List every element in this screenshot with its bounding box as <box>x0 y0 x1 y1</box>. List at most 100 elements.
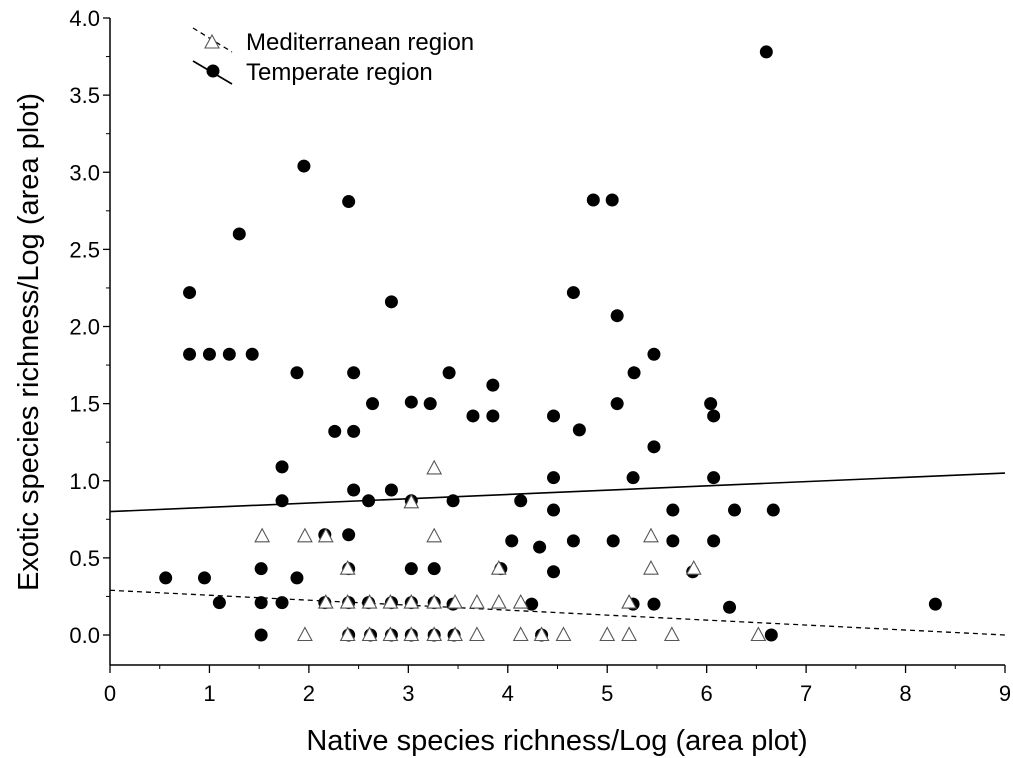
point-temperate <box>486 409 500 423</box>
y-axis-ticks: 0.0 0.5 1.0 1.5 2.0 2.5 3.0 3.5 4.0 <box>69 6 110 648</box>
point-temperate <box>647 597 661 611</box>
point-mediterranean <box>296 527 313 543</box>
x-tick-label: 6 <box>701 681 713 706</box>
point-temperate <box>290 366 304 380</box>
point-mediterranean <box>296 626 313 642</box>
point-temperate <box>328 424 342 438</box>
point-temperate <box>427 562 441 576</box>
point-mediterranean <box>512 626 529 642</box>
point-temperate <box>764 628 778 642</box>
point-temperate <box>627 366 641 380</box>
x-tick-label: 8 <box>899 681 911 706</box>
x-axis-ticks: 0 1 2 3 4 5 6 7 8 9 <box>104 665 1011 706</box>
point-mediterranean <box>361 593 378 609</box>
point-temperate <box>254 628 268 642</box>
point-mediterranean <box>469 593 485 609</box>
legend-circle-marker <box>206 64 220 78</box>
point-temperate <box>347 483 361 497</box>
point-mediterranean <box>643 560 659 575</box>
point-temperate <box>197 571 211 585</box>
point-temperate <box>384 483 398 497</box>
point-temperate <box>183 347 197 361</box>
point-temperate <box>514 494 528 508</box>
point-temperate <box>533 540 547 554</box>
point-temperate <box>666 503 680 517</box>
point-temperate <box>547 503 561 517</box>
point-temperate <box>222 347 236 361</box>
point-temperate <box>610 309 624 323</box>
point-mediterranean <box>621 593 638 609</box>
point-temperate <box>366 397 380 411</box>
point-mediterranean <box>361 626 378 642</box>
point-temperate <box>525 597 539 611</box>
point-temperate <box>446 494 460 508</box>
legend-label-temperate: Temperate region <box>246 59 433 86</box>
point-mediterranean <box>490 593 507 609</box>
point-temperate <box>275 460 289 474</box>
point-temperate <box>202 347 216 361</box>
point-temperate <box>766 503 780 517</box>
point-temperate <box>423 397 437 411</box>
point-temperate <box>610 397 624 411</box>
y-tick-label: 0.5 <box>69 546 100 571</box>
y-tick-label: 2.5 <box>69 237 100 262</box>
point-mediterranean <box>621 626 638 642</box>
point-mediterranean <box>469 626 485 642</box>
y-tick-label: 1.5 <box>69 392 100 417</box>
x-tick-label: 4 <box>502 681 514 706</box>
point-temperate <box>586 193 600 207</box>
point-temperate <box>666 534 680 548</box>
point-temperate <box>505 534 519 548</box>
point-temperate <box>707 534 721 548</box>
point-temperate <box>928 597 942 611</box>
x-axis-title: Native species richness/Log (area plot) <box>306 725 807 757</box>
point-temperate <box>245 347 259 361</box>
point-mediterranean <box>426 593 443 609</box>
trendlines <box>109 472 1006 636</box>
point-mediterranean <box>403 493 420 509</box>
y-tick-label: 2.0 <box>69 315 100 340</box>
point-mediterranean <box>447 626 463 642</box>
point-mediterranean <box>490 560 507 575</box>
y-tick-label: 3.0 <box>69 160 100 185</box>
point-mediterranean <box>555 626 572 642</box>
point-mediterranean <box>426 459 443 475</box>
legend-triangle-marker <box>204 33 220 49</box>
point-temperate <box>547 565 561 579</box>
point-temperate <box>442 366 456 380</box>
x-tick-label: 1 <box>203 681 215 706</box>
point-temperate <box>254 596 268 610</box>
trendline-mediterranean <box>109 589 1006 636</box>
point-temperate <box>759 45 773 59</box>
point-mediterranean <box>317 527 334 543</box>
x-tick-label: 7 <box>800 681 812 706</box>
point-temperate <box>626 471 640 485</box>
point-temperate <box>547 409 561 423</box>
point-temperate <box>159 571 173 585</box>
point-temperate <box>566 286 580 300</box>
trendline-temperate <box>109 472 1006 513</box>
point-temperate <box>404 562 418 576</box>
point-temperate <box>275 596 289 610</box>
point-temperate <box>362 494 376 508</box>
x-tick-label: 0 <box>104 681 116 706</box>
point-mediterranean <box>599 626 616 642</box>
point-temperate <box>486 378 500 392</box>
point-mediterranean <box>447 593 463 609</box>
point-temperate <box>254 562 268 576</box>
point-mediterranean <box>339 560 356 575</box>
y-tick-label: 3.5 <box>69 83 100 108</box>
point-temperate <box>704 397 718 411</box>
point-mediterranean <box>533 626 550 642</box>
point-temperate <box>290 571 304 585</box>
point-mediterranean <box>512 593 529 609</box>
point-mediterranean <box>339 593 356 609</box>
point-temperate <box>232 227 246 241</box>
point-temperate <box>212 596 226 610</box>
point-mediterranean <box>403 593 420 609</box>
point-temperate <box>547 471 561 485</box>
point-temperate <box>707 409 721 423</box>
point-mediterranean <box>685 560 702 575</box>
y-tick-label: 0.0 <box>69 623 100 648</box>
